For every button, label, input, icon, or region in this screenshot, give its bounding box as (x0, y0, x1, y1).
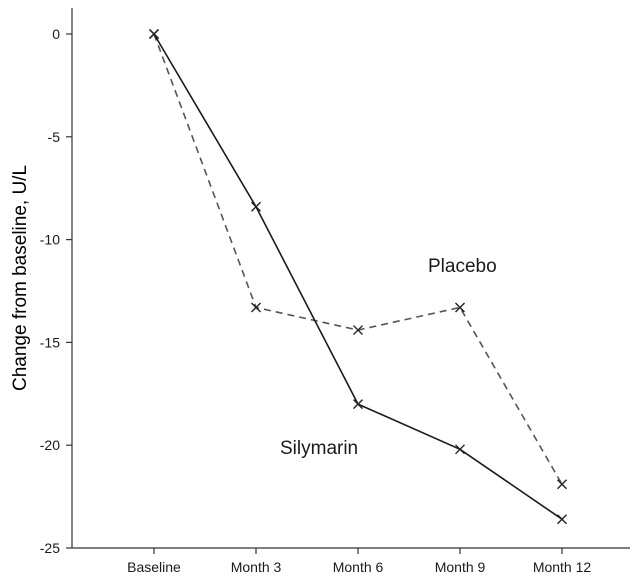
y-tick-label: -15 (40, 334, 60, 350)
y-tick-label: -25 (40, 540, 60, 556)
y-tick-label: -5 (48, 129, 61, 145)
series-label-silymarin: Silymarin (280, 438, 358, 459)
x-tick-label: Month 6 (333, 559, 384, 575)
data-point-placebo (455, 302, 465, 313)
data-point-placebo (251, 302, 261, 313)
x-axis-ticks: Baseline Month 3 Month 6 Month 9 Month 12 (127, 548, 591, 575)
series-layer (149, 29, 567, 525)
data-point-silymarin (455, 444, 465, 455)
data-point-silymarin (557, 514, 567, 525)
data-point-placebo (557, 479, 567, 490)
y-axis-ticks: 0 -5 -10 -15 -20 -25 (40, 26, 72, 556)
x-tick-label: Month 3 (231, 559, 282, 575)
plot-frame (71, 8, 630, 549)
y-tick-label: 0 (52, 26, 60, 42)
data-point-silymarin (149, 29, 159, 39)
y-axis-title: Change from baseline, U/L (10, 165, 31, 391)
series-line-placebo (153, 33, 563, 485)
data-point-placebo (353, 325, 363, 336)
x-tick-label: Month 9 (435, 559, 486, 575)
series-label-placebo: Placebo (428, 256, 497, 277)
data-point-silymarin (251, 201, 261, 212)
y-tick-label: -10 (40, 232, 60, 248)
x-tick-label: Baseline (127, 559, 181, 575)
x-tick-label: Month 12 (533, 559, 592, 575)
data-point-silymarin (353, 399, 363, 410)
y-tick-label: -20 (40, 437, 60, 453)
